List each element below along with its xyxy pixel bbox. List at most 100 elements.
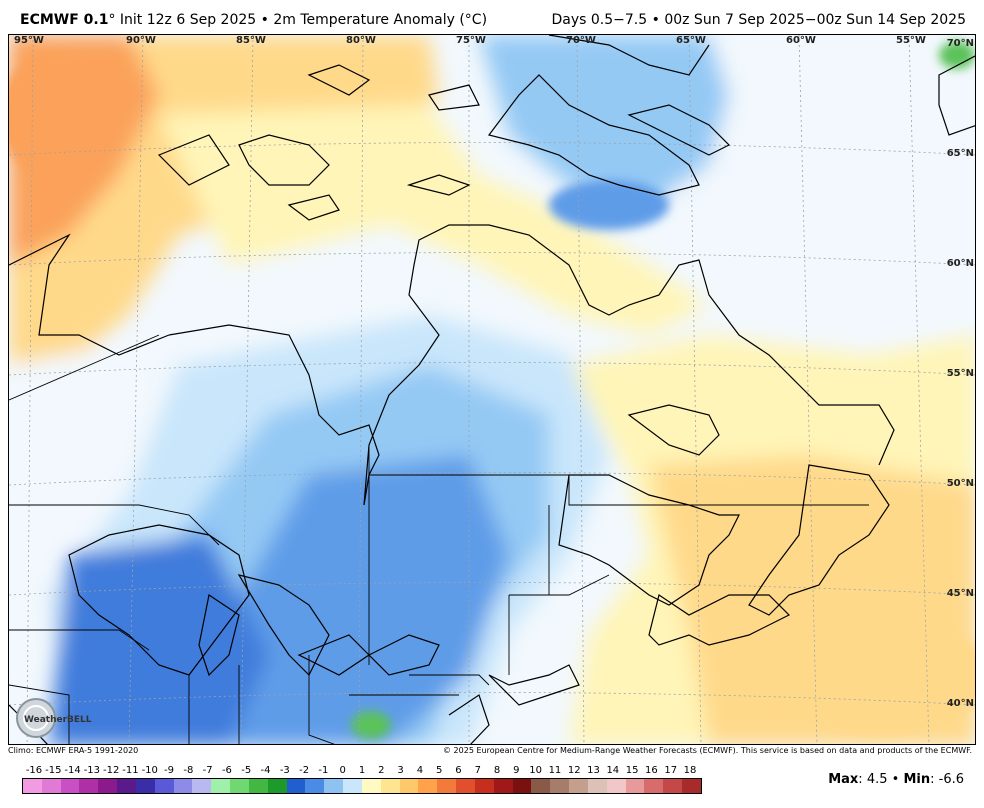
colorbar-tick-label: 18 [683,765,697,776]
lon-label: 75°W [456,35,486,46]
colorbar-tick-label: 13 [587,765,600,776]
colorbar [22,778,702,794]
lon-label: 90°W [126,35,156,46]
colorbar-swatch [531,779,551,793]
colorbar-swatch [474,779,494,793]
colorbar-swatch [361,779,381,793]
colorbar-tick-label: 2 [378,765,385,776]
lat-label: 50°N [946,478,974,489]
colorbar-swatch [418,779,438,793]
colorbar-swatch [117,779,136,793]
colorbar-tick-label: 1 [358,765,366,776]
colorbar-swatch [324,779,344,793]
colorbar-tick-label: 0 [339,765,346,776]
political-borders [9,334,869,744]
colorbar-tick-label: 12 [567,765,581,776]
colorbar-swatch [192,779,212,793]
max-label: Max [828,772,859,787]
colorbar-swatch [681,779,701,793]
colorbar-swatch [23,779,42,793]
field-name: 2m Temperature Anomaly (°C) [273,12,488,28]
colorbar-tick-label: 14 [606,765,620,776]
lon-label: 55°W [896,35,926,46]
colorbar-tick-label: -5 [241,765,252,776]
colorbar-swatch [512,779,532,793]
colorbar-swatch [644,779,664,793]
colorbar-tick-label: -13 [83,765,101,776]
lat-label: 40°N [946,698,974,709]
lon-label: 60°W [786,35,816,46]
colorbar-swatch [456,779,475,793]
colorbar-tick-label: -12 [103,765,120,776]
copyright-credit: © 2025 European Centre for Medium-Range … [443,746,972,755]
colorbar-swatch [625,779,645,793]
colorbar-tick-label: 8 [493,765,501,776]
colorbar-swatch [98,779,118,793]
colorbar-tick-label: -8 [183,765,194,776]
colorbar-swatch [305,779,325,793]
colorbar-tick-label: 5 [435,765,443,776]
colorbar-swatch [60,779,80,793]
forecast-range: Days 0.5−7.5 • 00z Sun 7 Sep 2025−00z Su… [551,12,966,28]
colorbar-swatch [606,779,626,793]
colorbar-tick-label: 17 [664,765,678,776]
colorbar-tick-label: -10 [141,765,158,776]
init-time: Init 12z 6 Sep 2025 [119,12,257,28]
lat-label: 70°N [946,38,974,49]
lon-label: 85°W [236,35,266,46]
header-bar: ECMWF 0.1° Init 12z 6 Sep 2025 • 2m Temp… [0,0,984,34]
colorbar-swatch [343,779,362,793]
colorbar-swatch [569,779,588,793]
graticule [9,35,975,744]
colorbar-tick-label: 16 [645,765,658,776]
colorbar-swatch [79,779,99,793]
colorbar-tick-label: 4 [416,765,424,776]
colorbar-swatch [135,779,155,793]
colorbar-tick-label: 15 [625,765,639,776]
colorbar-swatch [211,779,231,793]
colorbar-swatch [399,779,419,793]
colorbar-tick-label: 3 [397,765,404,776]
lat-label: 60°N [946,258,974,269]
colorbar-swatch [173,779,193,793]
weatherbell-logo: WeatherBELL [16,698,92,738]
colorbar-tick-label: 6 [455,765,462,776]
lon-label: 80°W [346,35,376,46]
lon-label: 65°W [676,35,706,46]
colorbar-swatch [493,779,513,793]
stats-separator: • [891,772,900,787]
map-title: ECMWF 0.1° Init 12z 6 Sep 2025 • 2m Temp… [20,12,487,28]
colorbar-swatch [587,779,607,793]
colorbar-swatch [550,779,570,793]
colorbar-tick-label: -15 [45,765,62,776]
min-value: -6.6 [938,772,964,787]
colorbar-tick-label: 11 [548,765,562,776]
colorbar-tick-label: -3 [279,765,290,776]
colorbar-swatch [380,779,400,793]
degree-mark: ° [108,12,116,28]
logo-text: WeatherBELL [24,715,92,725]
colorbar-tick-label: -7 [202,765,213,776]
colorbar-tick-label: -14 [64,765,81,776]
lat-label: 55°N [946,368,974,379]
colorbar-tick-label: -11 [122,765,139,776]
colorbar-tick-label: 7 [474,765,481,776]
colorbar-tick-label: -1 [318,765,329,776]
anomaly-detail [9,41,975,739]
colorbar-swatch [41,779,61,793]
colorbar-tick-label: -9 [164,765,175,776]
colorbar-tick-label: 10 [529,765,543,776]
lat-label: 45°N [946,588,974,599]
model-name: ECMWF 0.1 [20,12,109,28]
colorbar-swatch [437,779,457,793]
climo-credit: Climo: ECMWF ERA-5 1991-2020 [8,746,139,755]
colorbar-ticks: -16 -15 -14 -13 -12 -11 -10 -9 -8 -7 -6 -5 -4 -3 -2 -1 0… [22,765,702,777]
map-canvas [9,35,975,744]
colorbar-tick-label: -16 [25,765,43,776]
colorbar-swatch [663,779,682,793]
colorbar-tick-label: -2 [299,765,310,776]
anomaly-map [8,34,976,745]
colorbar-swatch [248,779,268,793]
min-label: Min [903,772,931,787]
lat-label: 65°N [946,148,974,159]
